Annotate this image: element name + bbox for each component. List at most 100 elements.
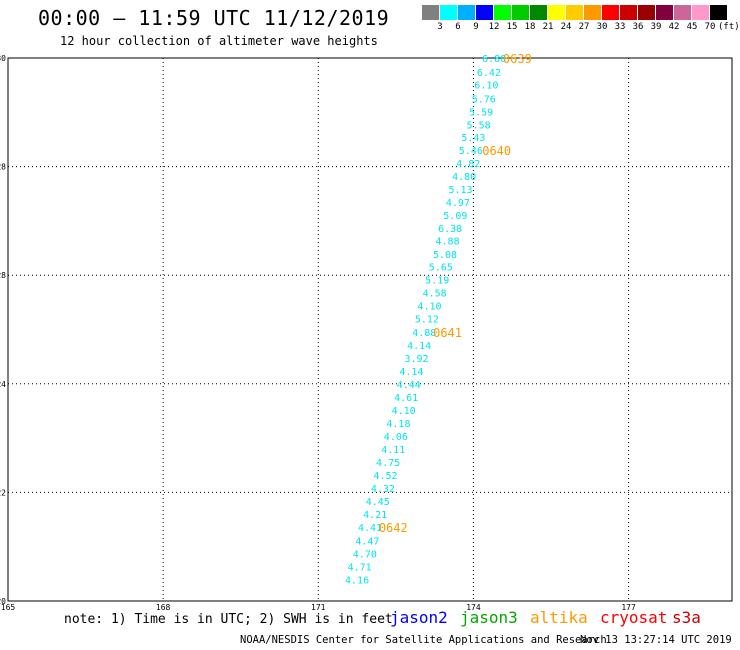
color-swatch (458, 5, 476, 20)
color-swatch (530, 5, 548, 20)
wave-height-label: 5.59 (469, 107, 493, 118)
y-tick-label: 30 (0, 54, 6, 63)
plot-frame (7, 57, 733, 602)
wave-height-label: 5.13 (448, 185, 472, 196)
wave-height-label: 5.46 (459, 146, 483, 157)
x-tick-label: 171 (311, 603, 326, 612)
wave-height-label: 6.42 (477, 68, 501, 79)
color-legend-unit: (ft) (718, 22, 740, 32)
color-legend-label: 24 (560, 22, 572, 32)
color-legend (422, 5, 728, 21)
color-legend-label: 39 (650, 22, 662, 32)
color-legend-label: 6 (455, 22, 461, 32)
wave-height-label: 4.80 (452, 172, 476, 183)
wave-height-label: 4.52 (373, 471, 397, 482)
chart-subtitle: 12 hour collection of altimeter wave hei… (60, 34, 378, 48)
color-legend-label: 9 (473, 22, 479, 32)
color-swatch (710, 5, 728, 20)
chart-title: 00:00 – 11:59 UTC 11/12/2019 (38, 6, 390, 30)
wave-height-label: 4.82 (456, 159, 480, 170)
wave-height-label: 4.10 (392, 406, 416, 417)
color-swatch (584, 5, 602, 20)
wave-height-label: 6.80 (482, 54, 506, 65)
color-swatch (422, 5, 440, 20)
x-tick-label: 168 (156, 603, 171, 612)
y-tick-label: 24 (0, 380, 6, 389)
wave-height-label: 6.10 (474, 81, 498, 92)
color-swatch (656, 5, 674, 20)
legend-cryosat: cryosat (600, 608, 668, 627)
color-swatch (440, 5, 458, 20)
legend-jason3: jason3 (460, 608, 518, 627)
y-tick-label: 22 (0, 488, 6, 497)
wave-height-label: 4.45 (366, 497, 390, 508)
color-legend-label: 45 (686, 22, 698, 32)
color-swatch (566, 5, 584, 20)
legend-s3a: s3a (672, 608, 701, 627)
wave-height-label: 4.70 (353, 549, 377, 560)
color-swatch (638, 5, 656, 20)
color-legend-label: 18 (524, 22, 536, 32)
wave-height-label: 4.75 (376, 458, 400, 469)
x-tick-label: 174 (466, 603, 481, 612)
wave-height-label: 4.21 (363, 510, 387, 521)
wave-height-label: 4.44 (397, 380, 421, 391)
color-legend-label: 21 (542, 22, 554, 32)
wave-height-label: 4.16 (345, 575, 369, 586)
wave-height-label: 4.88 (412, 328, 436, 339)
color-swatch (692, 5, 710, 20)
color-swatch (494, 5, 512, 20)
wave-height-label: 4.11 (381, 445, 405, 456)
wave-height-label: 5.09 (443, 211, 467, 222)
generated-timestamp: Nov 13 13:27:14 UTC 2019 (580, 634, 732, 646)
wave-height-label: 4.18 (386, 419, 410, 430)
color-legend-label: 12 (488, 22, 500, 32)
color-swatch (512, 5, 530, 20)
x-tick-label: 177 (621, 603, 636, 612)
wave-height-label: 5.76 (472, 94, 496, 105)
color-legend-label: 30 (596, 22, 608, 32)
color-swatch (674, 5, 692, 20)
color-legend-label: 3 (437, 22, 443, 32)
time-label: 0639 (503, 52, 532, 66)
wave-height-label: 5.43 (461, 133, 485, 144)
wave-height-label: 5.12 (415, 315, 439, 326)
color-legend-label: 15 (506, 22, 518, 32)
wave-height-label: 4.88 (436, 237, 460, 248)
wave-height-label: 3.92 (404, 354, 428, 365)
wave-height-label: 4.58 (423, 289, 447, 300)
wave-height-label: 4.41 (358, 523, 382, 534)
y-tick-label: 28 (0, 163, 6, 172)
footer-note: note: 1) Time is in UTC; 2) SWH is in fe… (64, 612, 393, 627)
x-tick-label: 165 (1, 603, 16, 612)
time-label: 0641 (433, 326, 462, 340)
wave-height-label: 4.71 (348, 562, 372, 573)
color-legend-label: 33 (614, 22, 626, 32)
color-swatch (602, 5, 620, 20)
wave-height-label: 4.97 (446, 198, 470, 209)
wave-height-label: 6.38 (438, 224, 462, 235)
credit-line: NOAA/NESDIS Center for Satellite Applica… (240, 634, 607, 646)
wave-height-label: 4.32 (371, 484, 395, 495)
color-swatch (476, 5, 494, 20)
wave-height-label: 4.61 (394, 393, 418, 404)
wave-height-label: 4.47 (355, 536, 379, 547)
y-tick-label: 28 (0, 271, 6, 280)
wave-height-label: 4.14 (399, 367, 423, 378)
wave-height-label: 5.65 (429, 263, 453, 274)
time-label: 0640 (482, 144, 511, 158)
wave-height-label: 5.19 (425, 276, 449, 287)
time-label: 0642 (379, 521, 408, 535)
wave-height-label: 4.06 (384, 432, 408, 443)
color-legend-label: 36 (632, 22, 644, 32)
color-swatch (548, 5, 566, 20)
wave-height-label: 5.58 (467, 120, 491, 131)
legend-altika: altika (530, 608, 588, 627)
color-swatch (620, 5, 638, 20)
color-legend-label: 42 (668, 22, 680, 32)
legend-jason2: jason2 (390, 608, 448, 627)
wave-height-label: 4.10 (417, 302, 441, 313)
color-legend-label: 70 (704, 22, 716, 32)
wave-height-label: 4.14 (407, 341, 431, 352)
